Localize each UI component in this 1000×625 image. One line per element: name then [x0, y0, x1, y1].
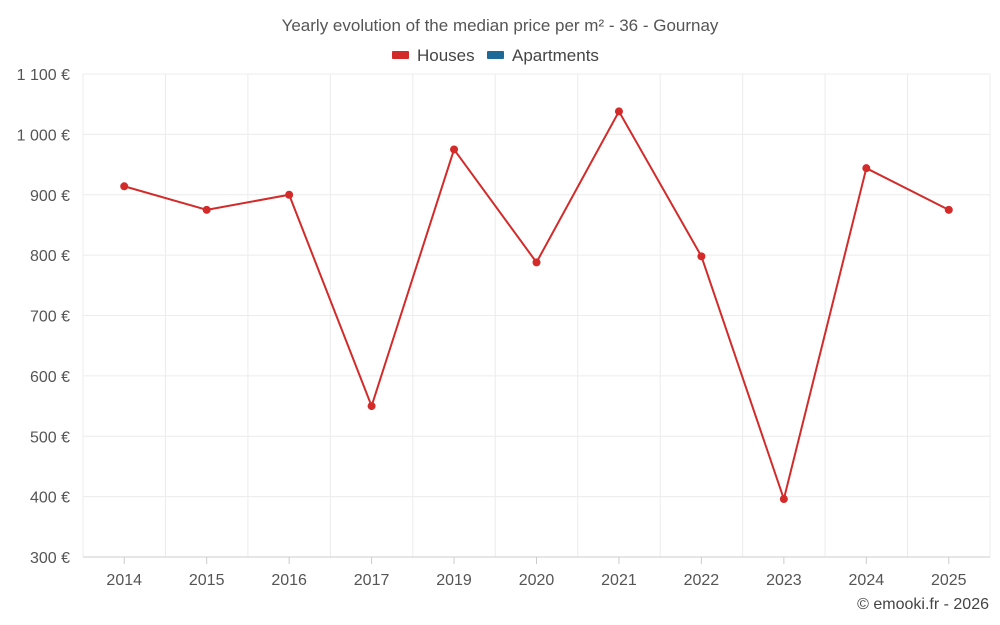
y-tick-label: 700 €: [30, 309, 70, 326]
legend: Houses Apartments: [392, 46, 599, 65]
y-tick-label: 500 €: [30, 429, 70, 446]
x-tick-label: 2022: [684, 572, 720, 589]
x-tick-label: 2021: [601, 572, 637, 589]
data-point-houses-2024[interactable]: [862, 164, 871, 173]
y-tick-label: 1 100 €: [17, 67, 70, 84]
x-tick-label: 2023: [766, 572, 802, 589]
data-point-houses-2015[interactable]: [202, 205, 211, 214]
data-point-houses-2016[interactable]: [285, 190, 294, 199]
x-tick-label: 2017: [354, 572, 390, 589]
data-point-houses-2021[interactable]: [614, 107, 623, 116]
legend-item-apartments[interactable]: Apartments: [487, 46, 599, 65]
x-tick-label: 2016: [271, 572, 307, 589]
y-tick-label: 900 €: [30, 188, 70, 205]
y-tick-label: 400 €: [30, 490, 70, 507]
legend-swatch-houses: [392, 51, 409, 59]
legend-swatch-apartments: [487, 51, 504, 59]
x-tick-label: 2020: [519, 572, 555, 589]
x-tick-label: 2024: [849, 572, 885, 589]
y-tick-label: 600 €: [30, 369, 70, 386]
data-point-houses-2017[interactable]: [367, 402, 376, 411]
x-tick-label: 2015: [189, 572, 225, 589]
y-tick-label: 300 €: [30, 550, 70, 567]
data-point-houses-2020[interactable]: [532, 258, 541, 267]
y-tick-label: 800 €: [30, 248, 70, 265]
x-tick-label: 2019: [436, 572, 472, 589]
data-point-houses-2014[interactable]: [120, 182, 129, 191]
data-point-houses-2025[interactable]: [944, 205, 953, 214]
legend-label-apartments: Apartments: [512, 46, 599, 65]
series-houses: [120, 107, 953, 504]
x-tick-label: 2014: [106, 572, 142, 589]
x-tick-label: 2025: [931, 572, 967, 589]
credit-text: © emooki.fr - 2026: [857, 596, 989, 613]
chart-title: Yearly evolution of the median price per…: [282, 16, 719, 35]
gridlines: [82, 73, 991, 557]
x-axis: 2014 2015 2016 2017 2019 2020 2021 2022 2023 2024…: [83, 556, 990, 589]
legend-label-houses: Houses: [417, 46, 475, 65]
y-axis: 300 € 400 € 500 € 600 € 700 € 800 € 900 € 1 000…: [17, 67, 70, 567]
data-point-houses-2019[interactable]: [450, 145, 459, 154]
data-point-houses-2022[interactable]: [697, 252, 706, 261]
legend-item-houses[interactable]: Houses: [392, 46, 475, 65]
data-point-houses-2023[interactable]: [779, 495, 788, 504]
y-tick-label: 1 000 €: [17, 127, 70, 144]
